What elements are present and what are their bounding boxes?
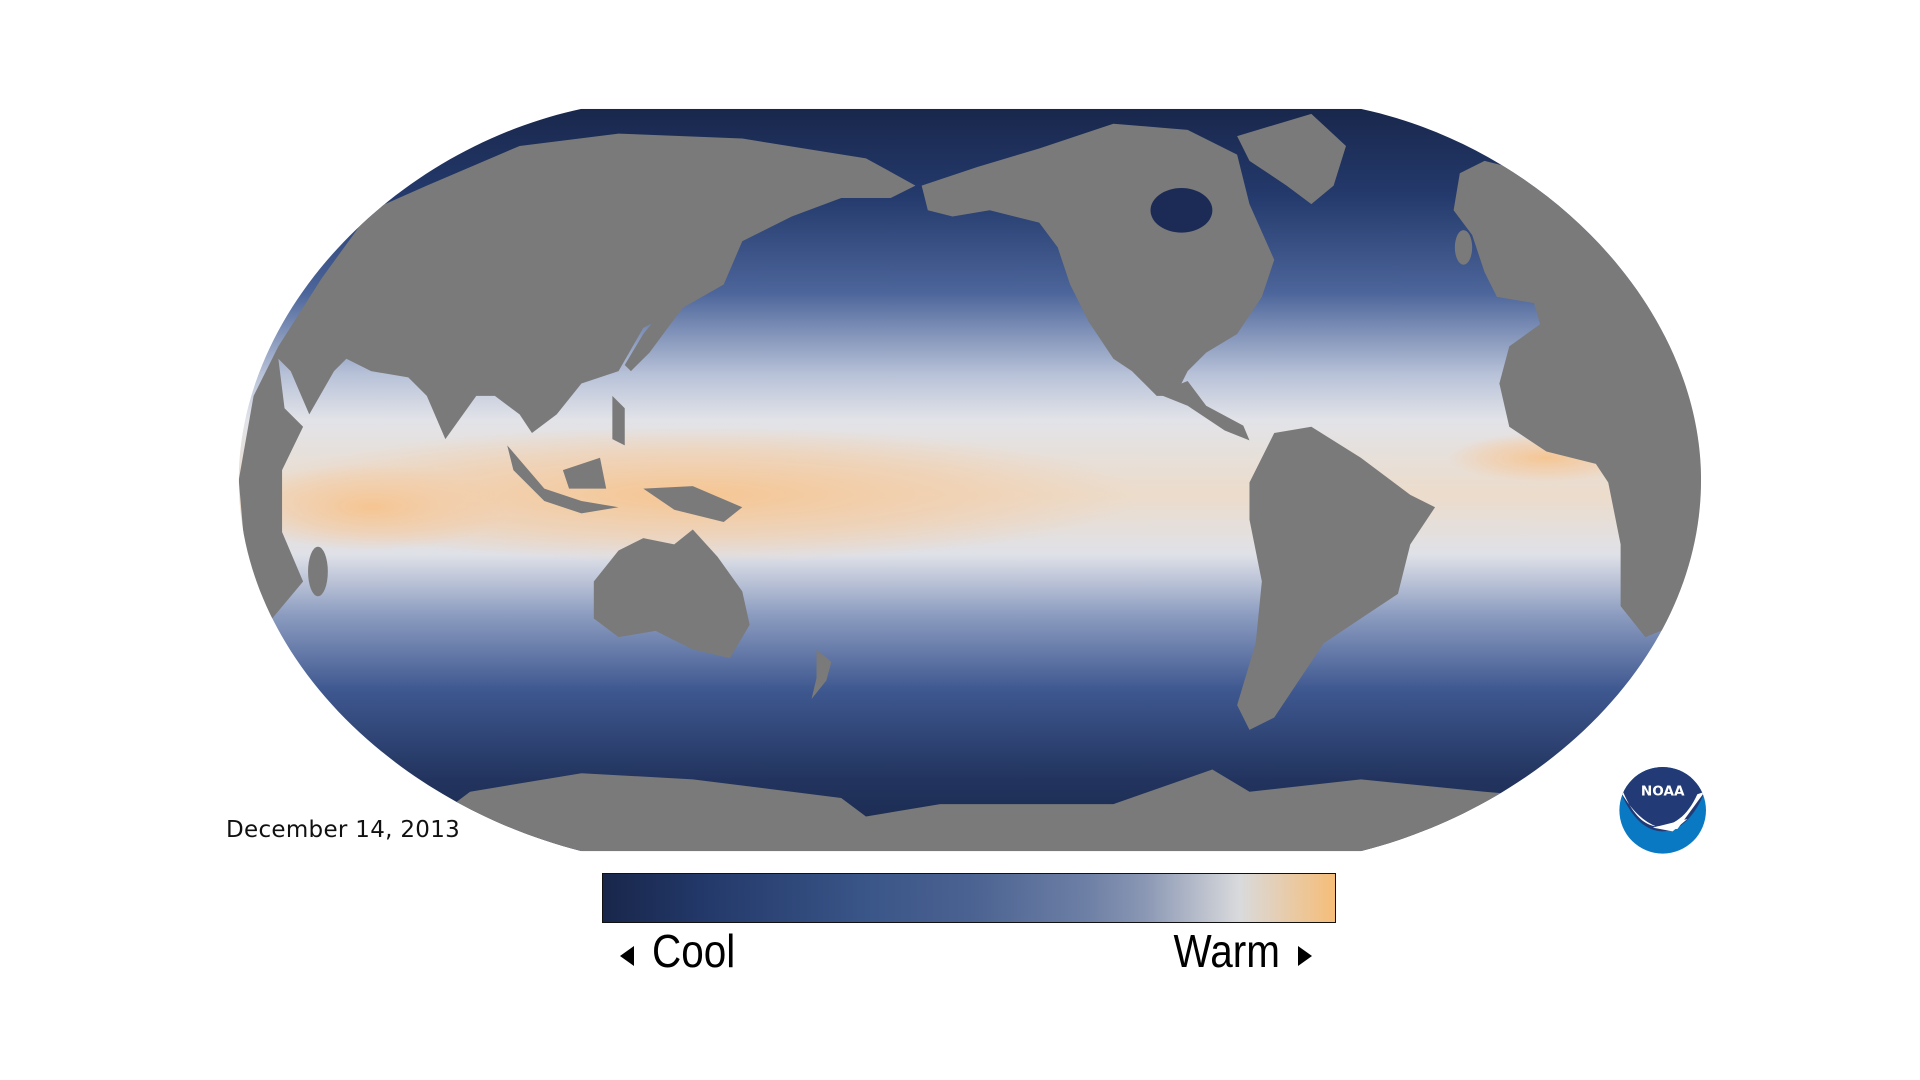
antarctica (445, 769, 1559, 852)
indonesia (507, 395, 625, 514)
map-date: December 14, 2013 (226, 817, 461, 843)
new-zealand (811, 649, 832, 699)
color-scale-bar (602, 873, 1336, 923)
australia (593, 529, 750, 659)
madagascar (308, 546, 328, 597)
eurasia-africa-west (238, 133, 916, 619)
hudson-bay (1150, 188, 1213, 233)
greenland (1237, 113, 1346, 205)
noaa-logo: NOAA (1619, 767, 1706, 854)
british-isles (1454, 230, 1473, 265)
new-guinea (643, 486, 743, 523)
legend-warm-label: Warm (1173, 925, 1280, 977)
legend-cool-label: Cool (652, 925, 736, 977)
noaa-logo-text: NOAA (1641, 783, 1685, 799)
japan (624, 278, 699, 372)
arrow-left-icon (620, 946, 634, 966)
arrow-right-icon (1298, 946, 1312, 966)
central-america (1156, 381, 1250, 441)
globe (238, 108, 1702, 852)
south-america (1237, 426, 1436, 730)
warm-indian-ocean (238, 463, 508, 551)
